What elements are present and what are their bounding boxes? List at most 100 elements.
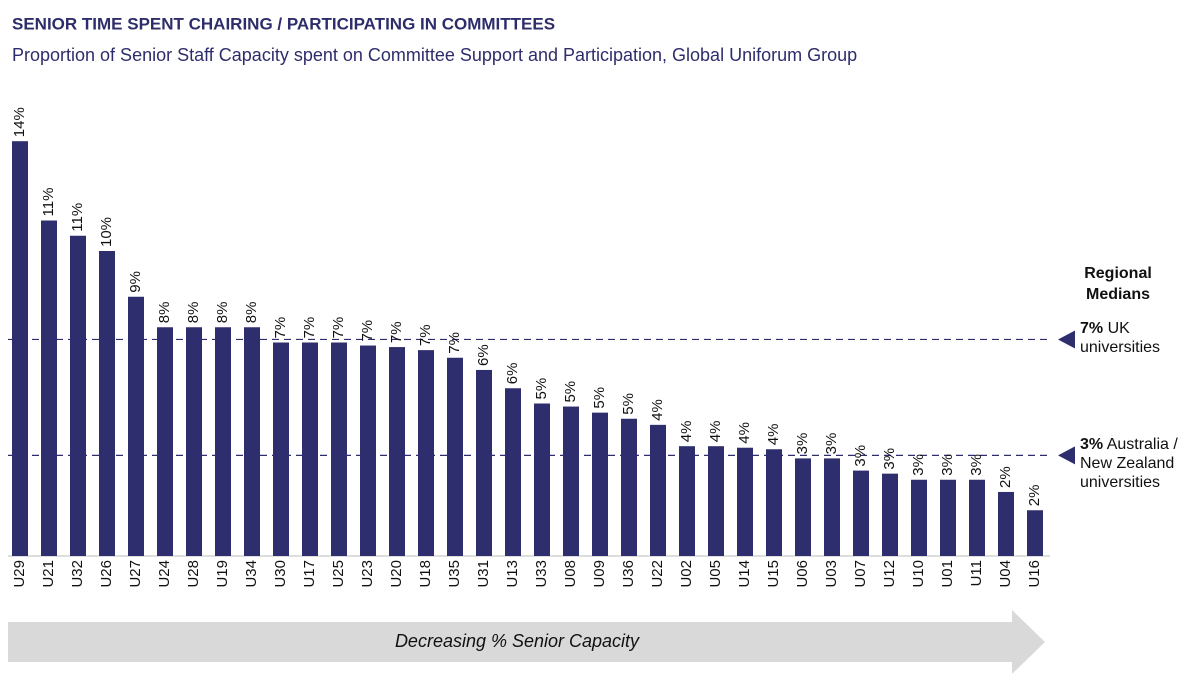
median-text: Australia / New Zealand universities (1080, 436, 1178, 492)
value-label: 7% (272, 317, 289, 339)
value-label: 5% (591, 387, 608, 409)
x-tick-label: U15 (765, 560, 782, 588)
value-label: 8% (214, 302, 231, 324)
bar (273, 342, 289, 556)
bar (128, 296, 144, 556)
bar (1027, 510, 1043, 556)
value-label: 6% (475, 344, 492, 366)
value-label: 14% (11, 107, 28, 137)
bar (12, 141, 28, 556)
value-label: 4% (707, 421, 724, 443)
value-label: 5% (533, 378, 550, 400)
bar (563, 406, 579, 556)
bar (418, 350, 434, 556)
value-label: 7% (446, 332, 463, 354)
x-tick-label: U35 (446, 560, 463, 588)
bar (998, 491, 1014, 556)
value-label: 3% (910, 454, 927, 476)
x-tick-label: U25 (330, 560, 347, 588)
bar (911, 479, 927, 556)
value-label: 2% (1026, 485, 1043, 507)
x-tick-label: U32 (69, 560, 86, 588)
x-tick-label: U09 (591, 560, 608, 588)
x-tick-label: U31 (475, 560, 492, 588)
bar (940, 479, 956, 556)
x-tick-label: U10 (910, 560, 927, 588)
x-tick-label: U21 (40, 560, 57, 588)
bar (215, 327, 231, 556)
value-label: 11% (40, 188, 57, 217)
value-label: 8% (156, 302, 173, 324)
bar (534, 403, 550, 556)
x-tick-label: U33 (533, 560, 550, 588)
bar (389, 347, 405, 556)
x-tick-label: U36 (620, 560, 637, 588)
median-value: 7% (1080, 320, 1104, 338)
value-label: 3% (794, 433, 811, 455)
value-label: 4% (678, 421, 695, 443)
x-tick-label: U27 (127, 560, 144, 588)
value-label: 7% (417, 324, 434, 346)
bar (795, 458, 811, 556)
x-tick-label: U02 (678, 560, 695, 588)
x-tick-label: U14 (736, 560, 753, 588)
bar (331, 342, 347, 556)
x-tick-label: U12 (881, 560, 898, 588)
value-label: 11% (69, 203, 86, 232)
bar (99, 251, 115, 556)
x-tick-label: U05 (707, 560, 724, 588)
value-label: 4% (649, 399, 666, 421)
value-label: 7% (330, 317, 347, 339)
median-marker (1058, 330, 1075, 349)
median-marker (1058, 446, 1075, 465)
x-tick-label: U23 (359, 560, 376, 588)
bar (824, 458, 840, 556)
x-tick-label: U28 (185, 560, 202, 588)
bar (186, 327, 202, 556)
bar (853, 470, 869, 556)
median-value: 3% (1080, 436, 1104, 454)
value-label: 5% (620, 393, 637, 415)
bar (302, 342, 318, 556)
x-tick-label: U11 (968, 560, 985, 586)
value-label: 3% (939, 454, 956, 476)
bar (679, 446, 695, 556)
median-label: 7% UK universities (1080, 319, 1198, 357)
value-label: 9% (127, 271, 144, 293)
bar (70, 235, 86, 556)
bar (447, 357, 463, 556)
bar (157, 327, 173, 556)
x-tick-label: U26 (98, 560, 115, 588)
value-label: 4% (765, 424, 782, 446)
median-label: 3% Australia / New Zealand universities (1080, 435, 1198, 492)
bar (708, 446, 724, 556)
x-tick-label: U16 (1026, 560, 1043, 588)
value-label: 10% (98, 217, 115, 247)
bar (766, 449, 782, 556)
x-tick-label: U13 (504, 560, 521, 588)
x-tick-label: U20 (388, 560, 405, 588)
x-tick-label: U22 (649, 560, 666, 588)
bar (737, 447, 753, 556)
value-label: 5% (562, 381, 579, 403)
x-tick-label: U34 (243, 560, 260, 588)
value-label: 3% (968, 454, 985, 476)
x-tick-label: U18 (417, 560, 434, 588)
reference-title: Regional Medians (1084, 265, 1152, 303)
annotation: Decreasing % Senior Capacity (395, 631, 640, 651)
x-tick-label: U17 (301, 560, 318, 588)
x-tick-label: U03 (823, 560, 840, 588)
x-tick-label: U24 (156, 560, 173, 588)
value-label: 8% (185, 302, 202, 324)
x-tick-label: U19 (214, 560, 231, 588)
value-label: 4% (736, 422, 753, 444)
value-label: 6% (504, 363, 521, 385)
bar (592, 412, 608, 556)
bar (244, 327, 260, 556)
value-label: 3% (823, 433, 840, 455)
x-tick-label: U06 (794, 560, 811, 588)
bar (360, 345, 376, 556)
bar (41, 220, 57, 556)
x-tick-label: U08 (562, 560, 579, 588)
